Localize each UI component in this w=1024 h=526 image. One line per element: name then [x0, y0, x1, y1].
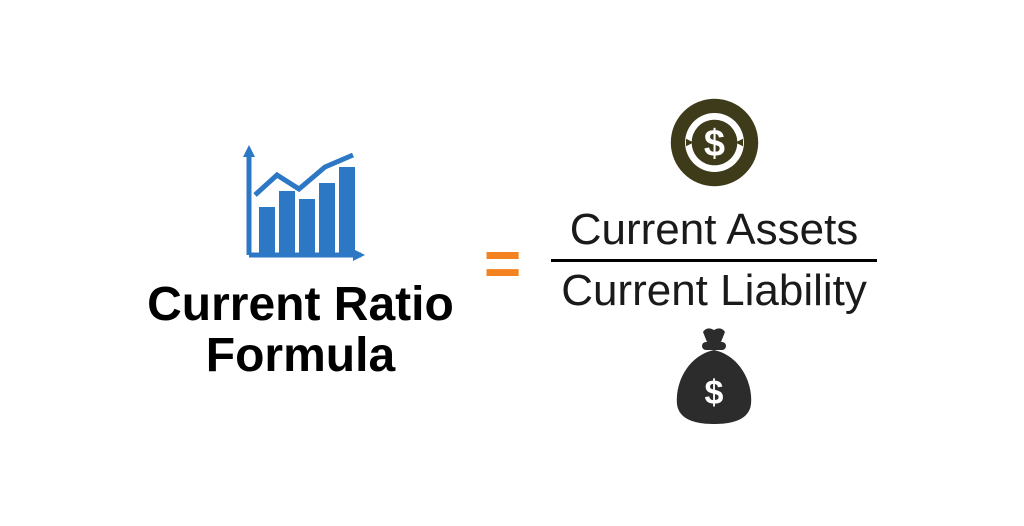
formula-title-line1: Current Ratio: [147, 280, 454, 330]
bar-chart-icon: [235, 145, 365, 270]
fraction: Current Assets Current Liability: [551, 201, 877, 320]
denominator: Current Liability: [551, 262, 877, 320]
money-bag-icon: $: [669, 326, 759, 431]
formula-rhs: $ Current Assets Current Liability $: [551, 95, 877, 431]
svg-text:$: $: [705, 374, 724, 412]
formula-title-line2: Formula: [147, 331, 454, 381]
numerator: Current Assets: [560, 201, 869, 259]
svg-text:$: $: [703, 123, 724, 165]
formula-lhs: Current Ratio Formula: [147, 145, 454, 381]
equals-sign: =: [484, 231, 521, 295]
formula-title: Current Ratio Formula: [147, 280, 454, 381]
dollar-coin-icon: $: [667, 95, 762, 195]
formula-container: Current Ratio Formula = $ Current Assets…: [0, 95, 1024, 431]
